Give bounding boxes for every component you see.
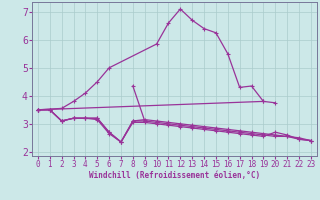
X-axis label: Windchill (Refroidissement éolien,°C): Windchill (Refroidissement éolien,°C) [89,171,260,180]
